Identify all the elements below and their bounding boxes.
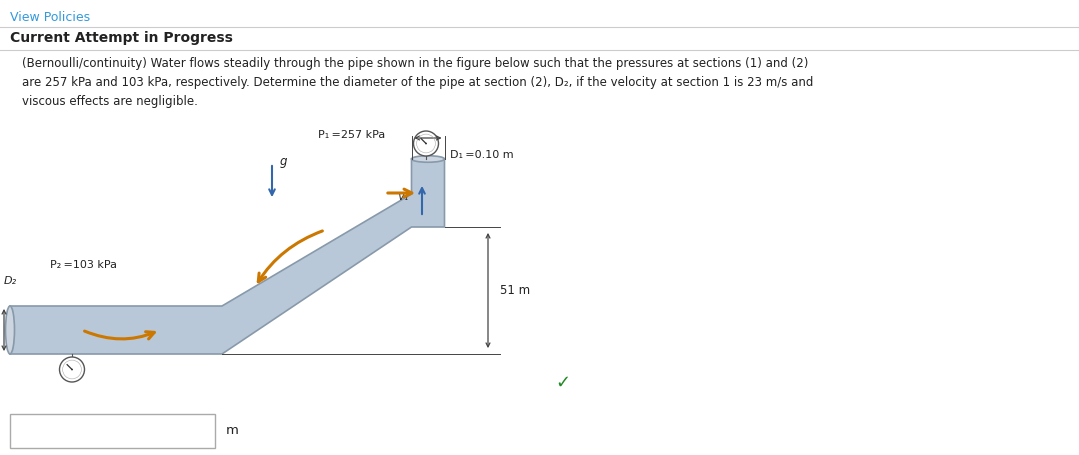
Text: (Bernoulli/continuity) Water flows steadily through the pipe shown in the figure: (Bernoulli/continuity) Water flows stead…: [22, 57, 808, 70]
Text: Current Attempt in Progress: Current Attempt in Progress: [10, 31, 233, 45]
Text: D₁ =0.10 m: D₁ =0.10 m: [450, 150, 514, 160]
Circle shape: [59, 357, 84, 382]
FancyBboxPatch shape: [10, 414, 215, 448]
Text: ✓: ✓: [555, 374, 570, 392]
Circle shape: [413, 131, 438, 156]
Ellipse shape: [411, 156, 445, 162]
Text: m: m: [226, 424, 238, 437]
Text: P₁ =257 kPa: P₁ =257 kPa: [318, 130, 385, 140]
Polygon shape: [10, 159, 445, 354]
Circle shape: [71, 369, 73, 370]
Text: viscous effects are negligible.: viscous effects are negligible.: [22, 95, 197, 108]
Ellipse shape: [5, 306, 14, 354]
Text: P₂ =103 kPa: P₂ =103 kPa: [50, 260, 117, 270]
Text: D₂: D₂: [4, 276, 17, 286]
Text: V₁: V₁: [397, 192, 408, 202]
Text: 51 m: 51 m: [500, 284, 530, 297]
Circle shape: [425, 142, 427, 144]
Text: View Policies: View Policies: [10, 11, 91, 24]
Text: are 257 kPa and 103 kPa, respectively. Determine the diameter of the pipe at sec: are 257 kPa and 103 kPa, respectively. D…: [22, 76, 814, 89]
Text: g: g: [279, 156, 287, 168]
